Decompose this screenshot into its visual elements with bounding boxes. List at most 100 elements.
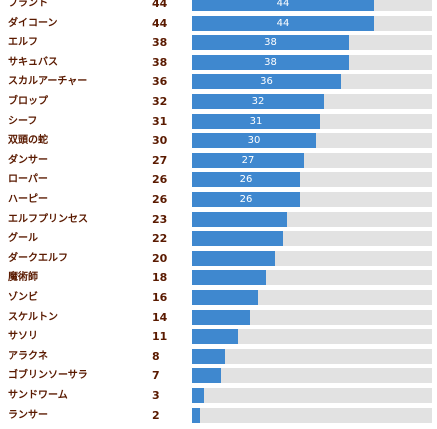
bar-track: 27 [192,152,432,168]
item-count: 3 [152,389,160,402]
item-count: 2 [152,408,160,422]
item-count: 23 [152,212,168,226]
bar-fill: 44 [192,0,374,11]
bar-label [192,290,258,305]
bar-fill: 30 [192,133,316,149]
bar-fill [192,388,204,403]
item-name: ダンサー [8,154,48,166]
item-count: 7 [152,369,160,383]
bar-label [192,349,225,364]
item-count: 30 [152,134,168,148]
item-count: 16 [152,291,168,304]
bar-track [192,270,432,286]
bar-track [192,329,432,345]
bar-track [192,309,432,325]
bar-fill [192,270,266,286]
list-item: エルフプリンセス 23 [0,210,437,230]
item-count: 11 [152,330,168,344]
list-item: ローパー 26 26 [0,170,437,190]
bar-track [192,368,432,384]
bar-track: 36 [192,74,432,90]
item-name: アラクネ [8,350,48,362]
bar-fill: 38 [192,54,349,70]
bar-track: 38 [192,54,432,70]
item-count: 8 [152,349,160,363]
list-item: サキュバス 38 38 [0,53,437,73]
item-name: サンドワーム [8,390,68,401]
list-item: グール 22 [0,229,437,249]
list-item: ゴブリンソーサラ 7 [0,366,437,386]
bar-label: 44 [276,17,290,29]
bar-track: 44 [192,15,432,31]
list-item: サンドワーム 3 [0,386,437,406]
item-count: 44 [152,0,168,10]
bar-fill [192,250,275,266]
bar-fill: 38 [192,35,349,51]
item-name: ゴブリンソーサラ [8,370,88,382]
bar-fill [192,329,238,345]
bar-track: 38 [192,35,432,51]
item-count: 18 [152,271,168,285]
bar-track: 32 [192,94,432,109]
list-item: スカルアーチャー 36 36 [0,72,437,92]
bar-fill [192,290,258,305]
list-item: アラクネ 8 [0,347,437,367]
list-item: ランサー 2 [0,406,437,426]
item-name: スケルトン [8,311,58,323]
bar-fill: 36 [192,74,341,90]
bar-label [192,329,238,344]
list-item: エルフ 38 38 [0,33,437,53]
bar-label [192,270,266,285]
list-item: サソリ 11 [0,327,437,347]
bar-label: 44 [276,0,290,9]
item-name: グール [8,233,38,245]
bar-track [192,231,432,247]
bar-track [192,250,432,266]
bar-label: 38 [264,37,277,49]
bar-track: 26 [192,172,432,188]
list-item: ダークエルフ 20 [0,249,437,269]
bar-fill [192,348,225,364]
bar-label [192,388,204,403]
item-name: プラント [8,0,48,9]
bar-label: 30 [247,135,261,147]
item-count: 31 [152,114,168,128]
bar-track [192,290,432,305]
bar-label: 36 [260,76,273,88]
item-name: スカルアーチャー [8,76,88,88]
item-name: エルフプリンセス [8,213,88,225]
item-name: 双頭の蛇 [8,135,48,147]
bar-track: 31 [192,113,432,129]
bar-label: 26 [239,194,253,205]
bar-fill [192,231,283,247]
bar-label [192,251,275,266]
list-item: 双頭の蛇 30 30 [0,131,437,151]
item-count: 27 [152,153,168,167]
item-count: 26 [152,193,168,206]
item-name: ブロップ [8,96,48,107]
bar-label: 27 [241,154,255,166]
bar-label [192,368,221,383]
list-item: ダンサー 27 27 [0,151,437,171]
bar-fill [192,211,287,227]
list-item: シーフ 31 31 [0,112,437,132]
bar-fill [192,309,250,325]
bar-track: 30 [192,133,432,149]
item-name: エルフ [8,37,38,49]
bar-fill [192,368,221,384]
item-name: ローパー [8,174,48,186]
bar-label: 32 [251,96,265,107]
item-count: 14 [152,310,168,324]
item-name: サキュバス [8,56,58,68]
bar-label [192,408,200,423]
list-item: ゾンビ 16 [0,288,437,308]
item-count: 22 [152,232,168,246]
bar-label: 38 [264,56,277,68]
bar-label [192,231,283,246]
bar-label: 31 [249,115,263,127]
bar-label: 26 [239,174,253,186]
bar-fill: 26 [192,192,300,207]
item-count: 44 [152,16,168,30]
bar-fill: 44 [192,15,374,31]
